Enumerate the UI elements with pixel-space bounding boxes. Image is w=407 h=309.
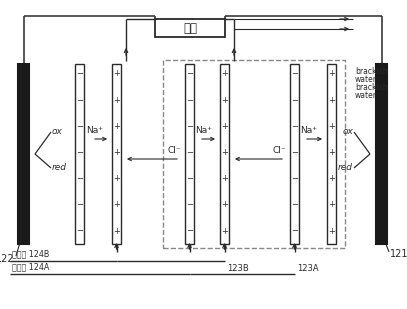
Text: 淡盐室 124A: 淡盐室 124A [12, 262, 49, 271]
Text: +: + [221, 174, 228, 183]
Text: water: water [355, 74, 377, 83]
Text: −: − [186, 226, 193, 235]
Text: +: + [328, 174, 335, 183]
Text: −: − [291, 70, 298, 78]
Text: +: + [113, 96, 120, 105]
Text: 123B: 123B [228, 264, 249, 273]
Text: −: − [76, 226, 83, 235]
Bar [18, 64, 29, 244]
Text: brackish: brackish [355, 66, 387, 75]
Text: −: − [76, 96, 83, 105]
Text: 121: 121 [390, 249, 407, 259]
Text: −: − [186, 70, 193, 78]
Text: +: + [328, 122, 335, 131]
Text: +: + [221, 200, 228, 209]
Bar [75, 64, 84, 244]
Text: Na⁺: Na⁺ [86, 126, 103, 135]
Bar [290, 64, 299, 244]
Text: −: − [76, 200, 83, 209]
Text: Cl⁻: Cl⁻ [167, 146, 181, 155]
Text: 122: 122 [0, 254, 15, 264]
Text: −: − [76, 148, 83, 157]
Text: ox: ox [342, 128, 353, 137]
Text: Na⁺: Na⁺ [195, 126, 212, 135]
Text: −: − [76, 70, 83, 78]
Text: +: + [113, 122, 120, 131]
Text: +: + [328, 96, 335, 105]
Bar [327, 64, 336, 244]
Text: −: − [291, 122, 298, 131]
Text: 负载: 负载 [183, 22, 197, 35]
Text: −: − [76, 174, 83, 183]
Text: +: + [221, 122, 228, 131]
Text: red: red [52, 163, 67, 172]
Text: −: − [186, 96, 193, 105]
Text: +: + [328, 226, 335, 235]
Text: +: + [113, 70, 120, 78]
Text: +: + [113, 200, 120, 209]
Text: −: − [186, 174, 193, 183]
Bar [185, 64, 194, 244]
Text: −: − [291, 200, 298, 209]
Text: +: + [113, 226, 120, 235]
Text: −: − [291, 226, 298, 235]
Text: water: water [355, 91, 377, 99]
Text: −: − [76, 122, 83, 131]
Text: −: − [291, 96, 298, 105]
Text: 123A: 123A [298, 264, 319, 273]
Bar [155, 19, 225, 37]
Text: +: + [328, 148, 335, 157]
Text: +: + [328, 70, 335, 78]
Text: Cl⁻: Cl⁻ [272, 146, 286, 155]
Text: +: + [113, 174, 120, 183]
Text: −: − [291, 148, 298, 157]
Text: Na⁺: Na⁺ [300, 126, 317, 135]
Bar [376, 64, 387, 244]
Bar [220, 64, 229, 244]
Text: −: − [291, 174, 298, 183]
Text: red: red [338, 163, 353, 172]
Text: +: + [221, 148, 228, 157]
Text: −: − [186, 122, 193, 131]
Text: −: − [186, 200, 193, 209]
Text: ox: ox [52, 128, 63, 137]
Bar [163, 60, 345, 248]
Text: −: − [186, 148, 193, 157]
Bar [112, 64, 121, 244]
Text: +: + [113, 148, 120, 157]
Text: brackish: brackish [355, 83, 387, 91]
Text: +: + [328, 200, 335, 209]
Text: +: + [221, 96, 228, 105]
Text: +: + [221, 226, 228, 235]
Text: +: + [221, 70, 228, 78]
Text: 淡盐室 124B: 淡盐室 124B [12, 249, 49, 258]
